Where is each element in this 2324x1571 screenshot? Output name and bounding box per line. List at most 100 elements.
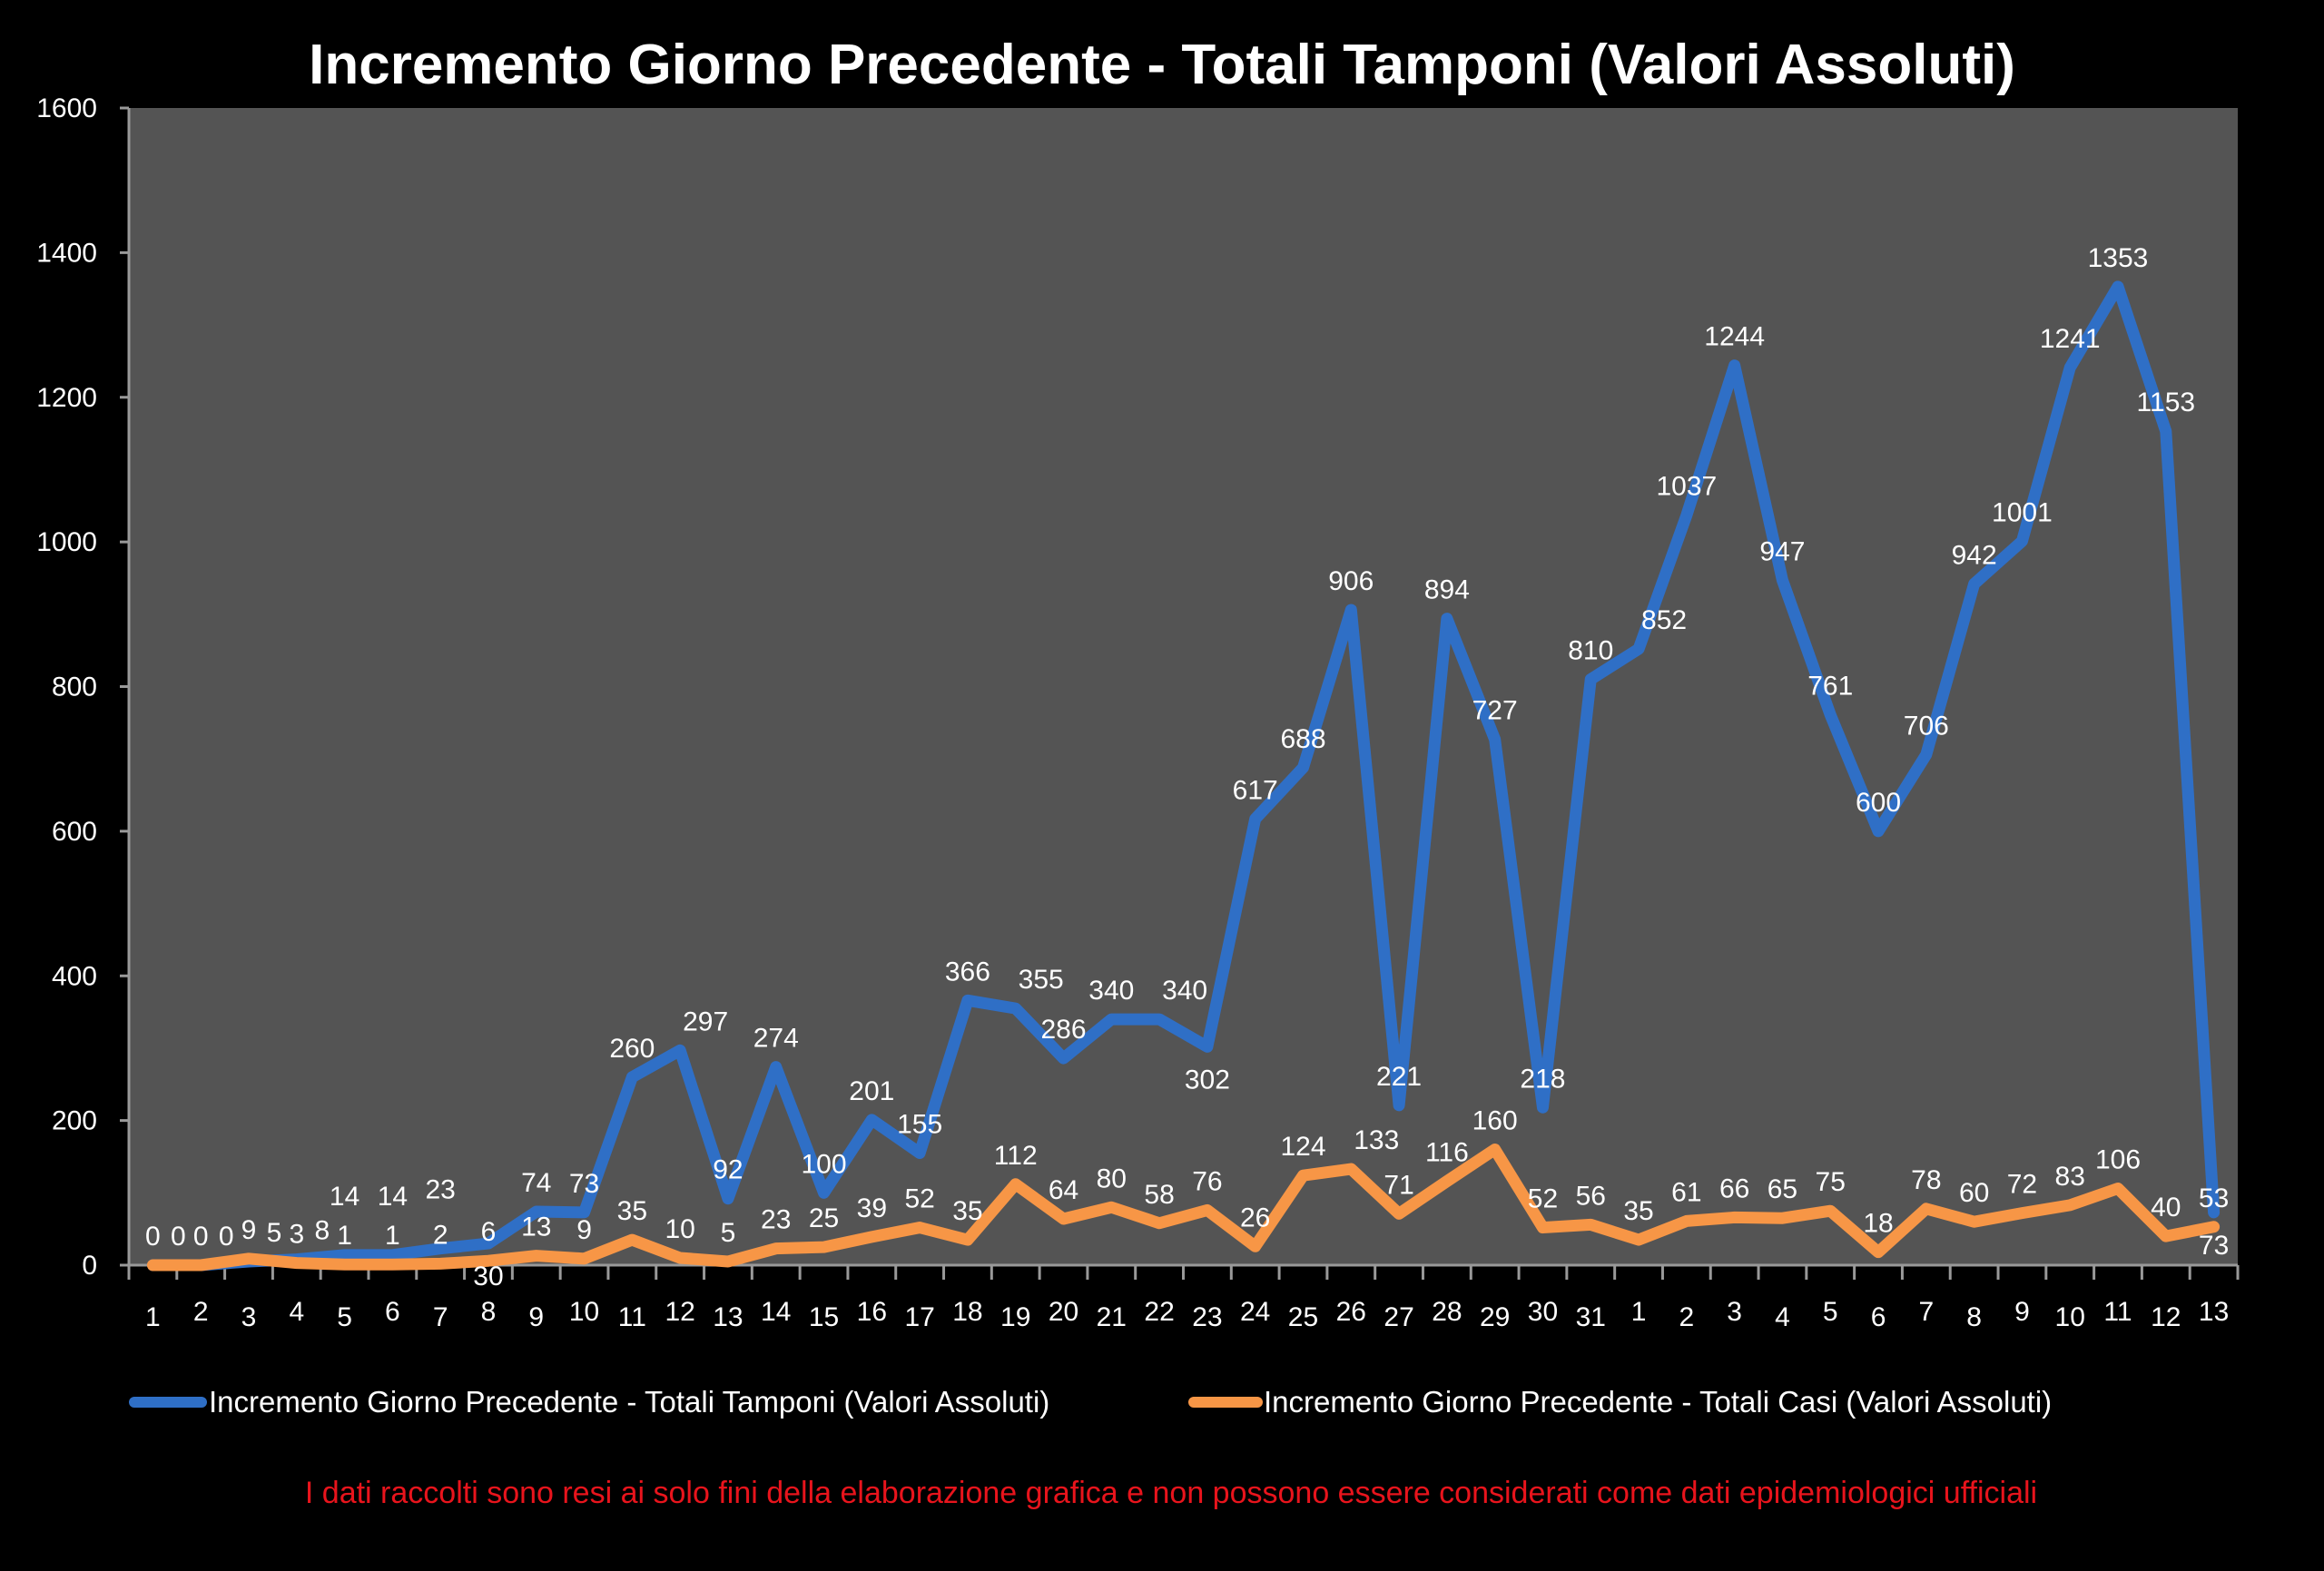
y-tick-label: 600 [52,817,97,847]
data-label-casi: 10 [665,1214,694,1244]
x-tick-label: 2 [193,1297,209,1327]
x-tick-label: 14 [761,1297,791,1327]
data-label-casi: 106 [2095,1145,2141,1175]
data-label-casi: 40 [2151,1193,2181,1222]
y-tick-label: 800 [52,673,97,702]
x-tick-label: 15 [809,1302,839,1332]
data-label-casi: 64 [1049,1175,1078,1205]
data-label-casi: 61 [1671,1177,1701,1207]
data-label-tamponi: 73 [569,1169,599,1199]
data-label-tamponi: 8 [314,1216,330,1246]
x-tick-label: 4 [1775,1302,1790,1332]
data-label-casi: 133 [1354,1125,1399,1155]
x-tick-label: 11 [618,1302,646,1332]
data-label-tamponi: 74 [521,1168,551,1198]
x-tick-label: 13 [713,1302,743,1332]
x-tick-label: 26 [1336,1297,1366,1327]
data-label-casi: 23 [761,1205,791,1235]
data-label-tamponi: 1353 [2088,243,2149,273]
data-label-tamponi: 340 [1162,976,1207,1006]
data-label-casi: 71 [1384,1170,1413,1200]
data-label-tamponi: 0 [171,1222,186,1252]
x-tick-label: 23 [1192,1302,1222,1332]
x-tick-label: 8 [481,1297,497,1327]
data-label-casi: 2 [433,1220,448,1250]
plot-area [129,108,2238,1265]
x-tick-label: 31 [1576,1302,1606,1332]
data-label-tamponi: 947 [1759,536,1805,566]
data-label-tamponi: 100 [802,1149,847,1179]
data-label-casi: 1 [337,1221,352,1251]
x-tick-label: 9 [528,1302,544,1332]
x-tick-label: 3 [241,1302,257,1332]
data-label-casi: 160 [1472,1106,1518,1136]
data-label-tamponi: 706 [1904,711,1949,741]
data-label-tamponi: 355 [1019,965,1064,995]
series-line-casi [146,1144,2221,1272]
data-label-casi: 52 [904,1184,934,1214]
x-tick-label: 27 [1384,1302,1413,1332]
x-tick-label: 30 [1528,1297,1558,1327]
data-label-casi: 26 [1240,1203,1270,1232]
x-tick-label: 2 [1679,1302,1695,1332]
disclaimer-note: I dati raccolti sono resi ai solo fini d… [305,1476,2037,1510]
x-tick-label: 8 [1966,1302,1982,1332]
data-label-casi: 3 [289,1220,304,1250]
x-tick-label: 25 [1288,1302,1318,1332]
data-label-casi: 25 [809,1203,839,1233]
legend: Incremento Giorno Precedente - Totali Ta… [129,1385,2052,1419]
x-tick-label: 20 [1049,1297,1078,1327]
data-label-tamponi: 218 [1520,1064,1565,1094]
data-label-tamponi: 1037 [1656,472,1717,502]
x-tick-label: 9 [2014,1297,2030,1327]
data-label-tamponi: 1001 [1992,497,2053,527]
data-label-casi: 35 [617,1196,647,1226]
x-tick-label: 5 [337,1302,352,1332]
legend-label-casi: Incremento Giorno Precedente - Totali Ca… [1264,1385,2052,1419]
data-label-tamponi: 260 [609,1034,655,1064]
legend-label-tamponi: Incremento Giorno Precedente - Totali Ta… [209,1385,1049,1419]
x-tick-label: 24 [1240,1297,1270,1327]
data-label-casi: 35 [952,1196,982,1226]
data-label-casi: 116 [1425,1138,1469,1168]
data-label-tamponi: 906 [1328,566,1374,596]
data-label-casi: 56 [1576,1181,1606,1211]
data-label-casi: 0 [193,1222,209,1252]
data-label-tamponi: 727 [1472,696,1518,726]
x-tick-label: 17 [904,1302,934,1332]
y-tick-label: 1200 [36,383,97,413]
x-tick-label: 22 [1144,1297,1174,1327]
x-tick-label: 4 [289,1297,304,1327]
data-label-casi: 75 [1816,1167,1846,1197]
x-tick-label: 28 [1432,1297,1462,1327]
x-tick-label: 10 [2055,1302,2085,1332]
data-label-casi: 5 [721,1218,736,1248]
data-label-tamponi: 302 [1185,1065,1230,1095]
data-label-casi: 52 [1528,1184,1558,1214]
data-label-casi: 112 [994,1141,1038,1171]
data-label-casi: 1 [385,1221,400,1251]
x-tick-label: 6 [385,1297,400,1327]
data-label-casi: 53 [2199,1183,2229,1213]
x-tick-label: 11 [2103,1297,2132,1327]
x-tick-label: 3 [1727,1297,1742,1327]
chart-title: Incremento Giorno Precedente - Totali Ta… [309,34,2015,96]
y-tick-label: 1400 [36,238,97,268]
x-tick-label: 7 [1918,1297,1934,1327]
data-label-tamponi: 5 [267,1218,282,1248]
x-tick-label: 5 [1823,1297,1838,1327]
data-label-tamponi: 1244 [1704,322,1765,352]
data-label-casi: 18 [1863,1209,1893,1239]
y-tick-label: 400 [52,961,97,991]
x-tick-label: 29 [1480,1302,1510,1332]
data-label-tamponi: 23 [425,1175,455,1205]
data-label-casi: 83 [2055,1162,2085,1192]
data-label-tamponi: 340 [1088,976,1134,1006]
x-tick-label: 12 [2151,1302,2181,1332]
data-label-tamponi: 1153 [2137,388,2196,417]
data-label-casi: 6 [481,1217,497,1247]
data-label-casi: 78 [1911,1165,1941,1195]
x-tick-label: 1 [145,1302,161,1332]
y-tick-label: 200 [52,1106,97,1136]
